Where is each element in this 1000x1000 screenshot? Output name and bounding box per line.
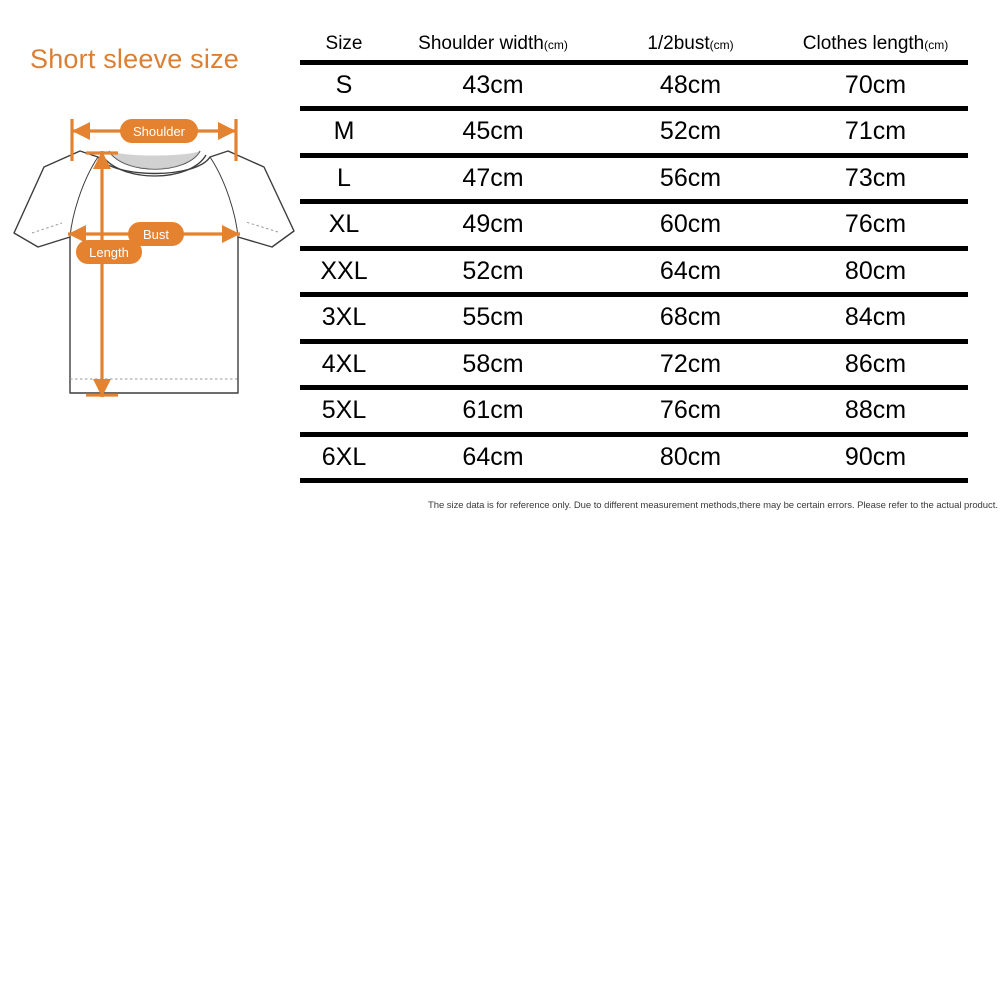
table-row: 3XL 55cm 68cm 84cm bbox=[300, 292, 968, 341]
cell-clothes-length: 70cm bbox=[783, 59, 968, 109]
cell-shoulder-width: 43cm bbox=[388, 59, 598, 109]
cell-size: 6XL bbox=[300, 431, 388, 483]
cell-clothes-length: 86cm bbox=[783, 338, 968, 388]
cell-shoulder-width: 55cm bbox=[388, 292, 598, 341]
cell-half-bust: 80cm bbox=[598, 431, 783, 483]
cell-half-bust: 52cm bbox=[598, 106, 783, 155]
column-header-half-bust: 1/2bust(cm) bbox=[647, 32, 734, 54]
svg-text:Length: Length bbox=[89, 245, 129, 260]
cell-half-bust: 56cm bbox=[598, 152, 783, 202]
cell-size: XXL bbox=[300, 245, 388, 295]
column-header-size: Size bbox=[325, 32, 363, 54]
cell-clothes-length: 90cm bbox=[783, 431, 968, 483]
cell-size: S bbox=[300, 59, 388, 109]
cell-clothes-length: 71cm bbox=[783, 106, 968, 155]
cell-half-bust: 64cm bbox=[598, 245, 783, 295]
cell-size: L bbox=[300, 152, 388, 202]
column-header-shoulder-width: Shoulder width(cm) bbox=[418, 32, 568, 54]
cell-clothes-length: 76cm bbox=[783, 199, 968, 248]
measurement-arrowheads bbox=[68, 122, 240, 397]
cell-half-bust: 60cm bbox=[598, 199, 783, 248]
callout-length: Length bbox=[76, 240, 142, 264]
callout-shoulder: Shoulder bbox=[120, 119, 198, 143]
cell-shoulder-width: 47cm bbox=[388, 152, 598, 202]
table-header-row: Size Shoulder width(cm) 1/2bust(cm) Clot… bbox=[300, 32, 968, 62]
short-sleeve-disclaimer: The size data is for reference only. Due… bbox=[428, 500, 998, 511]
cell-half-bust: 48cm bbox=[598, 59, 783, 109]
cell-size: 3XL bbox=[300, 292, 388, 341]
short-sleeve-title: Short sleeve size bbox=[30, 44, 239, 74]
cell-shoulder-width: 45cm bbox=[388, 106, 598, 155]
table-row: S 43cm 48cm 70cm bbox=[300, 59, 968, 109]
cell-shoulder-width: 58cm bbox=[388, 338, 598, 388]
short-sleeve-size-table: Size Shoulder width(cm) 1/2bust(cm) Clot… bbox=[300, 32, 968, 483]
cell-size: 4XL bbox=[300, 338, 388, 388]
cell-shoulder-width: 61cm bbox=[388, 385, 598, 434]
cell-shoulder-width: 49cm bbox=[388, 199, 598, 248]
callout-bust: Bust bbox=[128, 222, 184, 246]
cell-size: M bbox=[300, 106, 388, 155]
table-row: 5XL 61cm 76cm 88cm bbox=[300, 385, 968, 434]
column-header-clothes-length: Clothes length(cm) bbox=[802, 32, 949, 54]
table-row: L 47cm 56cm 73cm bbox=[300, 152, 968, 202]
table-row: XL 49cm 60cm 76cm bbox=[300, 199, 968, 248]
cell-size: 5XL bbox=[300, 385, 388, 434]
svg-text:Shoulder: Shoulder bbox=[133, 124, 186, 139]
cell-clothes-length: 84cm bbox=[783, 292, 968, 341]
table-row: 4XL 58cm 72cm 86cm bbox=[300, 338, 968, 388]
table-row: XXL 52cm 64cm 80cm bbox=[300, 245, 968, 295]
cell-half-bust: 76cm bbox=[598, 385, 783, 434]
cell-clothes-length: 73cm bbox=[783, 152, 968, 202]
cell-clothes-length: 88cm bbox=[783, 385, 968, 434]
cell-shoulder-width: 52cm bbox=[388, 245, 598, 295]
long-sleeve-section: Long sleeve size bbox=[0, 545, 1000, 1000]
cell-size: XL bbox=[300, 199, 388, 248]
svg-text:Bust: Bust bbox=[143, 227, 169, 242]
cell-shoulder-width: 64cm bbox=[388, 431, 598, 483]
cell-half-bust: 72cm bbox=[598, 338, 783, 388]
short-sleeve-section: Short sleeve size bbox=[10, 32, 998, 511]
table-row: 6XL 64cm 80cm 90cm bbox=[300, 431, 968, 483]
table-row: M 45cm 52cm 71cm bbox=[300, 106, 968, 155]
cell-clothes-length: 80cm bbox=[783, 245, 968, 295]
cell-half-bust: 68cm bbox=[598, 292, 783, 341]
short-sleeve-diagram: Shoulder Bust Length bbox=[10, 105, 300, 405]
